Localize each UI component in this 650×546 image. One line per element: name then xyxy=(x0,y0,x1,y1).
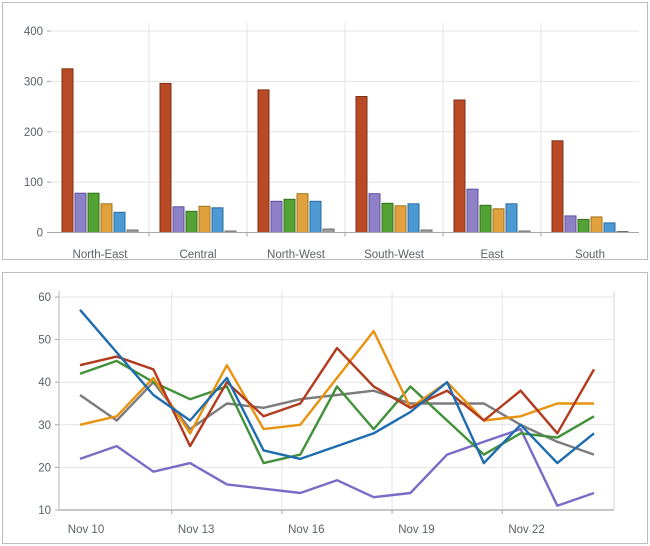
bar-series-red[interactable] xyxy=(551,140,564,233)
bar-series-orange[interactable] xyxy=(492,208,505,234)
x-axis-label: Nov 16 xyxy=(288,524,324,536)
y-axis-label: 60 xyxy=(38,292,51,304)
y-axis-label: 300 xyxy=(24,76,43,88)
bar-series-red[interactable] xyxy=(61,68,74,233)
bar-series-green[interactable] xyxy=(283,198,296,234)
bar-series-red[interactable] xyxy=(453,99,466,233)
bar-series-blue[interactable] xyxy=(505,203,518,234)
line-series-red[interactable] xyxy=(79,346,596,448)
bar-series-green[interactable] xyxy=(479,204,492,234)
bar-series-orange[interactable] xyxy=(296,193,309,233)
y-axis-label: 20 xyxy=(38,462,51,474)
bar-series-purple[interactable] xyxy=(74,192,87,233)
bar-series-red[interactable] xyxy=(257,89,270,234)
bar-series-gray[interactable] xyxy=(322,228,335,233)
x-axis-label: Nov 13 xyxy=(178,524,214,536)
bar-series-blue[interactable] xyxy=(407,203,420,234)
bar-series-green[interactable] xyxy=(185,210,198,234)
y-axis-label: 30 xyxy=(38,420,51,432)
x-axis-label: North-East xyxy=(73,249,129,259)
y-axis-label: 100 xyxy=(24,177,43,189)
bar-series-red[interactable] xyxy=(355,96,368,233)
line-chart: 10 20 30 40 50 60 Nov 10 Nov 13 Nov 16 Nov 19 Nov … xyxy=(38,291,615,536)
line-chart-panel: 10 20 30 40 50 60 Nov 10 Nov 13 Nov 16 Nov 19 Nov … xyxy=(2,272,648,544)
bar-series-orange[interactable] xyxy=(100,203,113,234)
x-axis-label: Nov 19 xyxy=(398,524,434,536)
bar-series-green[interactable] xyxy=(577,218,590,233)
bar-series-purple[interactable] xyxy=(172,206,185,234)
bar-series-purple[interactable] xyxy=(466,188,479,233)
line-series-green[interactable] xyxy=(79,359,595,465)
x-axis-label: Nov 10 xyxy=(68,524,104,536)
y-axis-label: 0 xyxy=(37,228,43,240)
bar-series-orange[interactable] xyxy=(198,205,211,234)
bar-series-blue[interactable] xyxy=(603,222,616,233)
y-axis-label: 50 xyxy=(38,335,51,347)
y-axis-label: 40 xyxy=(38,377,51,389)
bar-series-blue[interactable] xyxy=(309,200,322,234)
bar-series-orange[interactable] xyxy=(590,216,603,233)
x-axis-label: Central xyxy=(179,249,216,259)
bar-series-purple[interactable] xyxy=(368,193,381,233)
x-axis-label: Nov 22 xyxy=(508,524,544,536)
bar-series-blue[interactable] xyxy=(211,207,224,234)
y-axis-label: 200 xyxy=(24,127,43,139)
x-axis-label: South xyxy=(575,249,605,259)
bar-series-red[interactable] xyxy=(159,82,172,234)
bar-series-green[interactable] xyxy=(87,192,100,233)
y-axis-label: 10 xyxy=(38,505,51,517)
bar-series-green[interactable] xyxy=(381,202,394,234)
y-axis-label: 400 xyxy=(24,26,43,38)
line-series-blue[interactable] xyxy=(79,309,595,465)
bar-chart-panel: 0 100 200 300 400 North-East Central North-West… xyxy=(2,2,648,260)
x-axis-label: North-West xyxy=(267,249,326,259)
bar-series-purple[interactable] xyxy=(270,200,283,234)
bar-series-blue[interactable] xyxy=(113,211,126,234)
bar-series-purple[interactable] xyxy=(564,215,577,233)
x-axis-label: East xyxy=(480,249,504,259)
bar-series-orange[interactable] xyxy=(394,205,407,234)
bar-chart: 0 100 200 300 400 North-East Central North-West… xyxy=(24,23,639,259)
x-axis-label: South-West xyxy=(364,249,425,259)
line-series-purple[interactable] xyxy=(79,427,595,507)
